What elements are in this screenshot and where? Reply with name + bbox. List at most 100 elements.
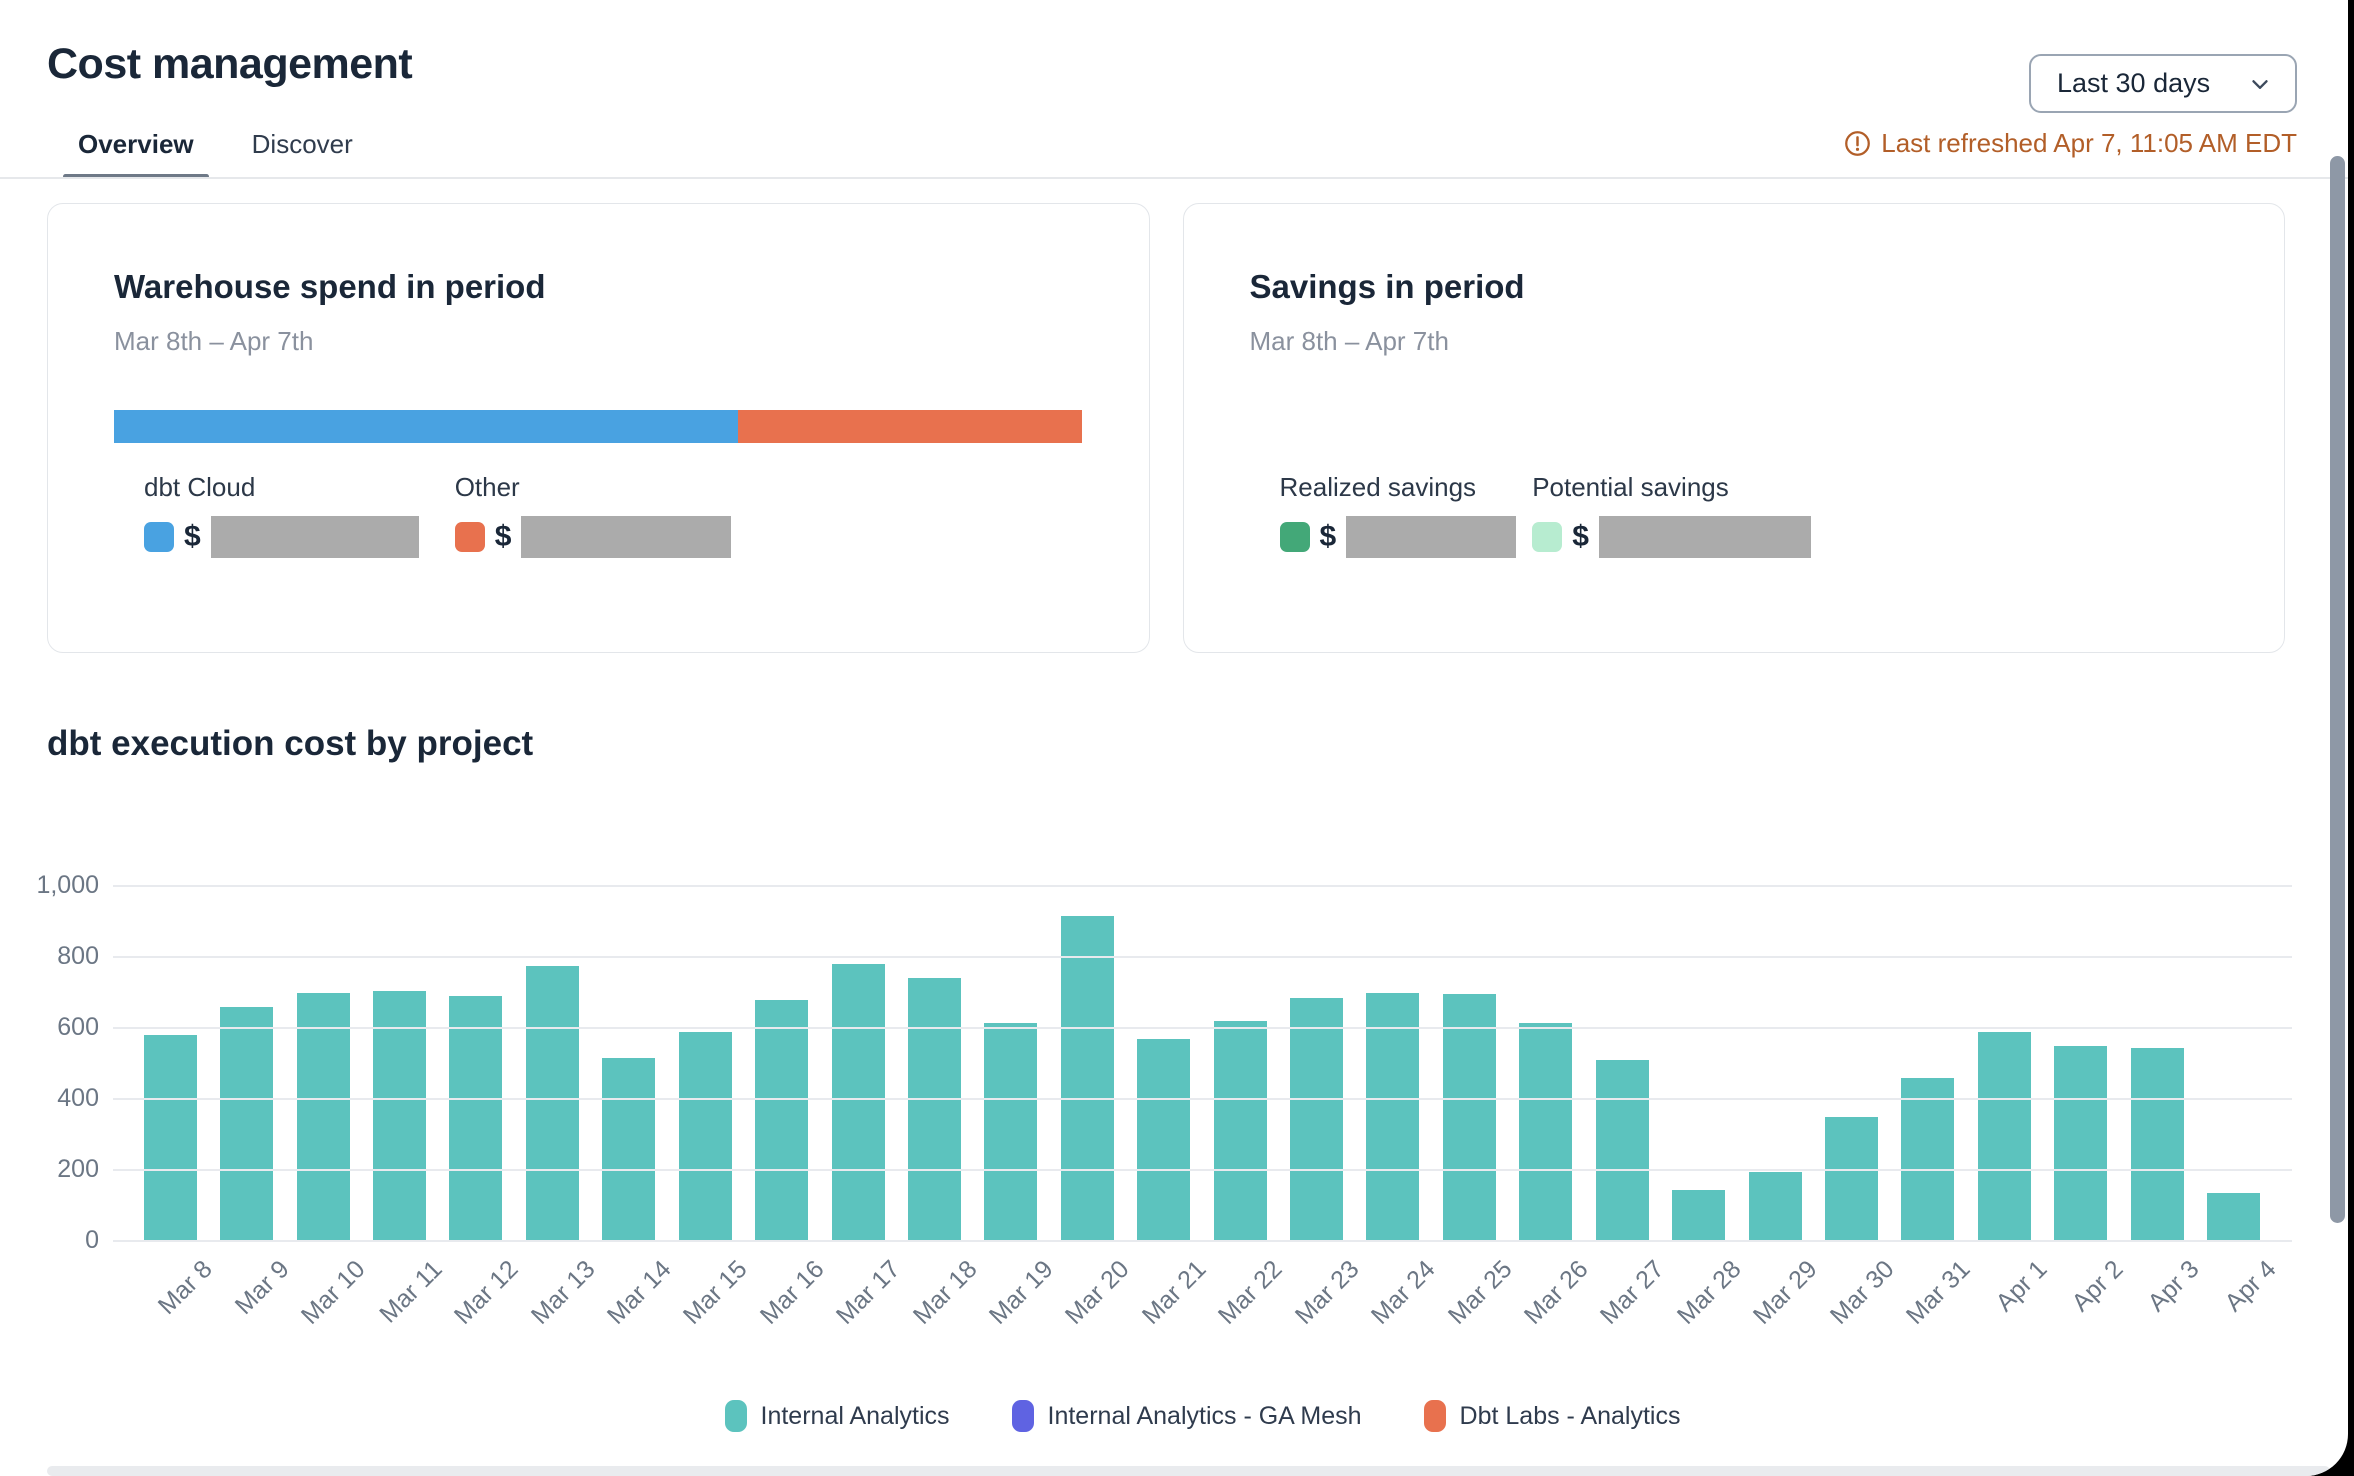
currency-symbol: $ <box>184 520 201 553</box>
x-axis-label: Mar 31 <box>1900 1255 1976 1330</box>
bar-segment <box>1137 1038 1191 1241</box>
legend-item: Potential savings $ <box>1532 472 1811 558</box>
bar-segment <box>220 1006 274 1241</box>
bar-slot: Mar 28 <box>1660 886 1746 1330</box>
bar-slot: Apr 4 <box>2195 886 2281 1317</box>
x-axis-label: Mar 13 <box>525 1255 601 1330</box>
tab-overview[interactable]: Overview <box>63 120 209 179</box>
bar-segment <box>1748 1171 1802 1241</box>
bar[interactable] <box>755 999 809 1241</box>
bar-segment <box>372 990 426 1241</box>
bar[interactable] <box>907 978 961 1241</box>
chart-legend: Internal Analytics Internal Analytics - G… <box>113 1400 2292 1432</box>
bar[interactable] <box>678 1031 732 1241</box>
bar[interactable] <box>1748 1171 1802 1241</box>
redacted-value <box>210 516 419 558</box>
bar-segment <box>2054 1045 2108 1241</box>
bar[interactable] <box>1672 1189 1726 1241</box>
bar[interactable] <box>1824 1116 1878 1241</box>
gridline <box>113 1240 2292 1242</box>
last-refreshed-status: Last refreshed Apr 7, 11:05 AM EDT <box>1844 128 2297 159</box>
bar[interactable] <box>2130 1047 2184 1241</box>
bar-chart-plot-area: Mar 8 Mar 9 Mar 10 Mar 11 Mar 12 Mar 13 Mar 14… <box>132 886 2281 1330</box>
y-axis-tick-label: 800 <box>57 942 99 970</box>
bar-segment <box>1060 916 1114 1241</box>
spend-bar-segment <box>737 410 1083 443</box>
bar[interactable] <box>984 1022 1038 1241</box>
bar[interactable] <box>1060 916 1114 1241</box>
horizontal-scrollbar[interactable] <box>47 1466 2330 1476</box>
bar[interactable] <box>2054 1045 2108 1241</box>
x-axis-label: Mar 15 <box>678 1255 753 1330</box>
last-refreshed-text: Last refreshed Apr 7, 11:05 AM EDT <box>1881 128 2297 158</box>
vertical-scrollbar[interactable] <box>2330 156 2345 1223</box>
bar-slot: Mar 29 <box>1737 886 1823 1330</box>
bar-segment <box>1672 1189 1726 1241</box>
bar-slot: Mar 19 <box>973 886 1059 1330</box>
bar[interactable] <box>1519 1022 1573 1241</box>
bar-slot: Mar 13 <box>514 886 600 1330</box>
spend-legend: dbt Cloud $ Other $ <box>144 472 732 558</box>
bar-segment <box>2207 1193 2261 1241</box>
summary-cards-row: Warehouse spend in period Mar 8th – Apr … <box>47 203 2285 653</box>
x-axis-label: Apr 1 <box>1990 1255 2053 1318</box>
x-axis-label: Mar 27 <box>1595 1255 1671 1330</box>
bar-segment <box>1595 1059 1649 1241</box>
bar[interactable] <box>1595 1059 1649 1241</box>
bar-slot: Mar 25 <box>1431 886 1517 1330</box>
x-axis-label: Mar 28 <box>1671 1255 1747 1330</box>
x-axis-label: Mar 19 <box>983 1255 1059 1330</box>
bar-slot: Mar 11 <box>361 886 447 1329</box>
page-title: Cost management <box>47 40 413 88</box>
card-date-range: Mar 8th – Apr 7th <box>1249 326 1449 356</box>
tab-discover[interactable]: Discover <box>251 129 353 159</box>
chart-legend-item[interactable]: Internal Analytics - GA Mesh <box>1011 1400 1362 1432</box>
bar[interactable] <box>296 992 350 1241</box>
bar-segment <box>984 1022 1038 1241</box>
redacted-value <box>1346 516 1517 558</box>
bar[interactable] <box>602 1058 656 1241</box>
bar[interactable] <box>1977 1031 2031 1241</box>
tab-bar: Overview Discover <box>63 120 368 179</box>
bar[interactable] <box>449 996 503 1241</box>
x-axis-label: Mar 25 <box>1442 1255 1518 1330</box>
card-date-range: Mar 8th – Apr 7th <box>114 326 314 356</box>
x-axis-label: Mar 30 <box>1824 1255 1900 1330</box>
x-axis-label: Mar 11 <box>373 1255 448 1329</box>
bar-slot: Mar 23 <box>1278 886 1364 1330</box>
bar-slot: Apr 1 <box>1966 886 2052 1317</box>
bar-chart: Mar 8 Mar 9 Mar 10 Mar 11 Mar 12 Mar 13 Mar 14… <box>36 871 2292 1330</box>
bar-slot: Mar 14 <box>591 886 677 1330</box>
x-axis-label: Mar 9 <box>229 1255 295 1320</box>
bar-segment <box>1824 1116 1878 1241</box>
date-range-dropdown[interactable]: Last 30 days <box>2029 54 2297 113</box>
card-title: Savings in period <box>1249 268 1525 305</box>
legend-label: Other <box>454 472 520 502</box>
bar[interactable] <box>1290 997 1344 1241</box>
bar-segment <box>1290 997 1344 1241</box>
bar[interactable] <box>831 964 885 1241</box>
gridline <box>113 1098 2292 1100</box>
x-axis-label: Mar 24 <box>1365 1255 1441 1330</box>
bar[interactable] <box>372 990 426 1241</box>
bar[interactable] <box>1137 1038 1191 1241</box>
date-range-value: Last 30 days <box>2057 68 2211 98</box>
bar[interactable] <box>1366 992 1420 1241</box>
bar[interactable] <box>2207 1193 2261 1241</box>
gridline <box>113 1169 2292 1171</box>
bar-segment <box>1901 1077 1955 1241</box>
chart-legend-item[interactable]: Internal Analytics <box>724 1400 950 1432</box>
x-axis-label: Apr 2 <box>2066 1255 2129 1318</box>
bar[interactable] <box>1213 1020 1267 1241</box>
chart-legend-item[interactable]: Dbt Labs - Analytics <box>1423 1400 1681 1432</box>
bar[interactable] <box>143 1035 197 1241</box>
bar[interactable] <box>220 1006 274 1241</box>
bar[interactable] <box>1901 1077 1955 1241</box>
redacted-value <box>1598 516 1811 558</box>
chart-legend-label: Dbt Labs - Analytics <box>1459 1401 1681 1430</box>
chevron-down-icon <box>2247 71 2273 97</box>
bar[interactable] <box>1442 994 1496 1241</box>
bar[interactable] <box>525 965 579 1241</box>
y-axis-tick-label: 200 <box>57 1155 99 1183</box>
bar-segment <box>2130 1047 2184 1241</box>
